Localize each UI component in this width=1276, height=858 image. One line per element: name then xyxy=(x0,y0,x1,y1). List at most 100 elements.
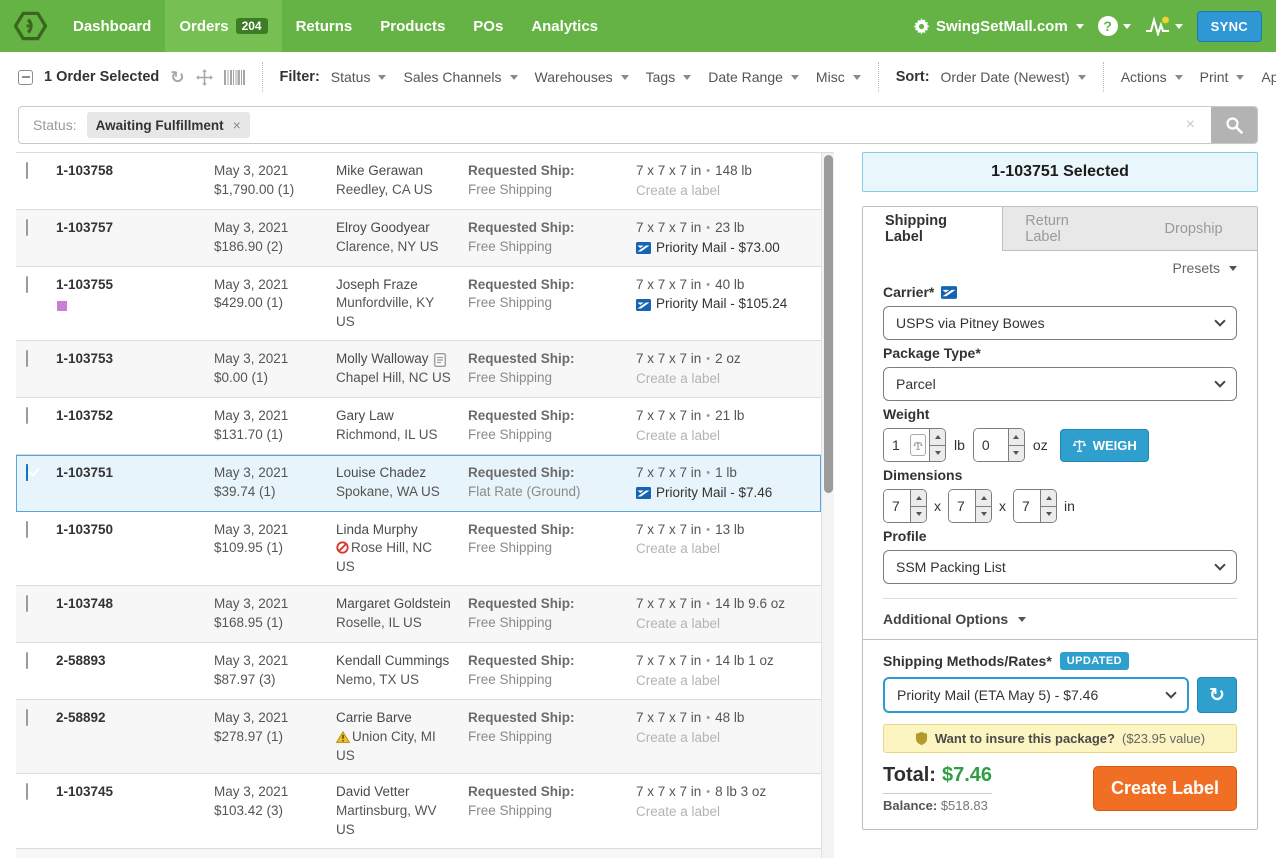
create-label-button[interactable]: Create Label xyxy=(1092,766,1237,811)
nav-item-orders[interactable]: Orders 204 xyxy=(165,0,282,52)
tab-dropship[interactable]: Dropship xyxy=(1164,220,1223,237)
requested-ship-label: Requested Ship: xyxy=(468,408,575,424)
sync-button[interactable]: SYNC xyxy=(1196,10,1262,42)
tab-return-label[interactable]: Return Label xyxy=(1025,212,1069,245)
table-row[interactable]: 1-103750 May 3, 2021 $109.95 (1) Linda M… xyxy=(16,512,821,587)
search-button[interactable] xyxy=(1211,107,1257,143)
table-scrollbar[interactable] xyxy=(821,153,834,858)
table-row[interactable]: 1-103757 May 3, 2021 $186.90 (2) Elroy G… xyxy=(16,209,821,267)
rate-select[interactable]: Priority Mail (ETA May 5) - $7.46 xyxy=(883,677,1189,713)
rate-line[interactable]: Create a label xyxy=(636,370,821,389)
filter-tags[interactable]: Tags xyxy=(646,69,692,85)
row-checkbox[interactable] xyxy=(26,708,28,726)
row-checkbox[interactable] xyxy=(26,463,28,481)
table-row[interactable]: 1-103751 May 3, 2021 $39.74 (1) Louise C… xyxy=(16,454,821,512)
package-type-select[interactable]: Parcel xyxy=(883,367,1237,401)
table-row[interactable]: 2-58893 May 3, 2021 $87.97 (3) Kendall C… xyxy=(16,643,821,700)
order-tag xyxy=(57,301,67,312)
carrier-select[interactable]: USPS via Pitney Bowes xyxy=(883,306,1237,340)
decrement-button[interactable] xyxy=(911,505,926,522)
action-print[interactable]: Print xyxy=(1200,69,1245,85)
profile-select[interactable]: SSM Packing List xyxy=(883,550,1237,584)
search-input[interactable] xyxy=(249,107,1186,143)
rate-line[interactable]: Priority Mail - $73.00 xyxy=(636,239,821,258)
dim-height-input[interactable] xyxy=(1014,490,1040,522)
row-checkbox[interactable] xyxy=(26,218,28,236)
remove-tag-icon[interactable]: × xyxy=(232,117,241,133)
rates-label: Shipping Methods/Rates* xyxy=(883,653,1052,669)
table-row[interactable]: 1-103752 May 3, 2021 $131.70 (1) Gary La… xyxy=(16,398,821,455)
decrement-button[interactable] xyxy=(1008,444,1024,461)
rate-line[interactable]: Priority Mail - $105.24 xyxy=(636,295,821,314)
action-actions[interactable]: Actions xyxy=(1121,69,1183,85)
row-checkbox[interactable] xyxy=(26,162,28,179)
row-checkbox[interactable] xyxy=(26,350,28,368)
filter-status[interactable]: Status xyxy=(331,69,387,85)
barcode-icon[interactable] xyxy=(223,69,245,85)
move-icon[interactable] xyxy=(195,68,213,86)
rate-line[interactable]: Create a label xyxy=(636,615,821,634)
filter-sales-channels[interactable]: Sales Channels xyxy=(403,69,518,85)
table-row[interactable]: 1-103755 May 3, 2021 $429.00 (1) Joseph … xyxy=(16,267,821,342)
rate-line[interactable]: Create a label xyxy=(636,182,821,201)
filter-misc[interactable]: Misc xyxy=(816,69,861,85)
insure-banner[interactable]: Want to insure this package? ($23.95 val… xyxy=(883,724,1237,753)
dim-width-input[interactable] xyxy=(949,490,975,522)
activity-menu[interactable] xyxy=(1145,16,1183,36)
rate-line[interactable]: Create a label xyxy=(636,672,821,691)
decrement-button[interactable] xyxy=(1041,505,1056,522)
increment-button[interactable] xyxy=(930,429,945,445)
filter-warehouses[interactable]: Warehouses xyxy=(535,69,629,85)
weight-oz-input[interactable] xyxy=(973,429,1008,461)
row-checkbox[interactable] xyxy=(26,520,28,538)
rate-line[interactable]: Priority Mail - $7.46 xyxy=(636,484,821,503)
package-weight: 23 lb xyxy=(715,219,745,235)
table-row[interactable]: 1-103748 May 3, 2021 $168.95 (1) Margare… xyxy=(16,586,821,644)
action-apply-tags[interactable]: Apply Tags xyxy=(1261,69,1276,85)
table-row[interactable]: 1-103744 May 3, 2021 $117.93 (2) Synthia… xyxy=(16,849,821,858)
increment-button[interactable] xyxy=(976,490,991,506)
refresh-icon[interactable]: ↻ xyxy=(170,67,185,87)
row-checkbox[interactable] xyxy=(26,783,28,801)
increment-button[interactable] xyxy=(1008,429,1024,445)
clear-search-icon[interactable]: × xyxy=(1185,116,1195,133)
app-logo-icon[interactable] xyxy=(0,0,59,52)
table-row[interactable]: 1-103758 May 3, 2021 $1,790.00 (1) Mike … xyxy=(16,153,821,210)
customer-name: Elroy Goodyear xyxy=(336,219,430,235)
dim-length-input[interactable] xyxy=(884,490,910,522)
scrollbar-thumb[interactable] xyxy=(824,155,833,493)
order-date: May 3, 2021 xyxy=(214,276,289,292)
row-checkbox[interactable] xyxy=(26,275,28,293)
rate-line[interactable]: Create a label xyxy=(636,540,821,559)
decrement-button[interactable] xyxy=(976,505,991,522)
additional-options-toggle[interactable]: Additional Options xyxy=(883,599,1237,639)
rate-line[interactable]: Create a label xyxy=(636,427,821,446)
table-row[interactable]: 1-103745 May 3, 2021 $103.42 (3) David V… xyxy=(16,774,821,850)
nav-item-dashboard[interactable]: Dashboard xyxy=(59,0,165,52)
row-checkbox[interactable] xyxy=(26,407,28,425)
help-menu[interactable]: ? xyxy=(1097,16,1131,36)
table-row[interactable]: 1-103753 May 3, 2021 $0.00 (1) Molly Wal… xyxy=(16,341,821,399)
weigh-button[interactable]: WEIGH xyxy=(1059,428,1149,462)
weight-lb-input[interactable] xyxy=(884,429,910,461)
nav-item-analytics[interactable]: Analytics xyxy=(517,0,612,52)
refresh-rates-button[interactable]: ↻ xyxy=(1197,677,1237,713)
presets-dropdown[interactable]: Presets xyxy=(883,257,1237,279)
increment-button[interactable] xyxy=(1041,490,1056,506)
store-selector[interactable]: SwingSetMall.com xyxy=(913,17,1084,35)
select-all-checkbox[interactable] xyxy=(18,69,33,85)
rate-line[interactable]: Create a label xyxy=(636,803,821,822)
increment-button[interactable] xyxy=(911,490,926,506)
tab-shipping-label[interactable]: Shipping Label xyxy=(863,207,1004,251)
filter-date-range[interactable]: Date Range xyxy=(708,69,799,85)
nav-item-returns[interactable]: Returns xyxy=(282,0,367,52)
nav-item-products[interactable]: Products xyxy=(366,0,459,52)
scale-icon[interactable] xyxy=(910,434,926,456)
sort-dropdown[interactable]: Order Date (Newest) xyxy=(941,69,1086,85)
row-checkbox[interactable] xyxy=(26,595,28,613)
rate-line[interactable]: Create a label xyxy=(636,729,821,748)
row-checkbox[interactable] xyxy=(26,652,28,670)
nav-item-pos[interactable]: POs xyxy=(459,0,517,52)
decrement-button[interactable] xyxy=(930,444,945,461)
table-row[interactable]: 2-58892 May 3, 2021 $278.97 (1) Carrie B… xyxy=(16,699,821,775)
